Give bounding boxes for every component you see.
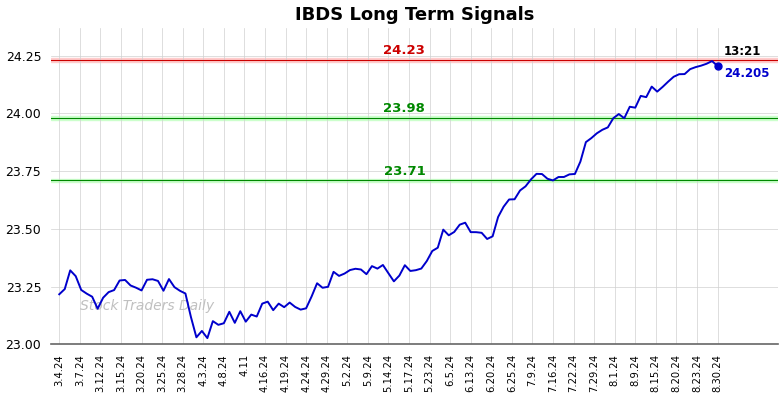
Title: IBDS Long Term Signals: IBDS Long Term Signals (295, 6, 534, 23)
Text: 24.205: 24.205 (724, 67, 770, 80)
Bar (51, 179, 778, 182)
Text: 13:21: 13:21 (724, 45, 761, 58)
Bar (51, 116, 778, 120)
Text: 24.23: 24.23 (383, 45, 426, 57)
Text: 23.98: 23.98 (383, 102, 426, 115)
Text: 23.71: 23.71 (383, 165, 425, 178)
Bar (51, 59, 778, 62)
Text: Stock Traders Daily: Stock Traders Daily (80, 299, 214, 313)
